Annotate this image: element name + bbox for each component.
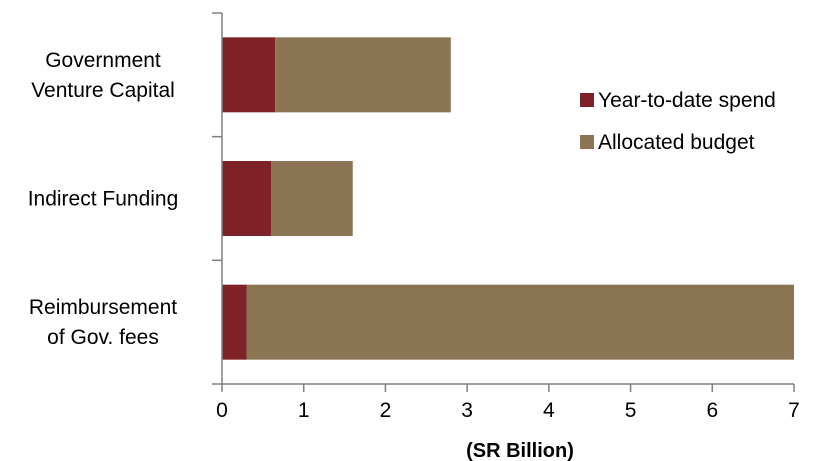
category-label: Indirect Funding [28,188,179,211]
category-label: Government [45,49,161,72]
legend: Year-to-date spend Allocated budget [580,89,776,154]
x-tick-label: 2 [380,399,392,422]
category-label: Reimbursement [29,296,177,319]
bar-allocated-budget [271,161,353,236]
x-tick-label: 3 [461,399,473,422]
category-label: of Gov. fees [47,326,159,349]
bar-allocated-budget [275,37,451,113]
axes-group [212,12,795,392]
category-labels: Government Venture Capital Indirect Fundin… [28,49,179,349]
x-tick-labels: 0 1 2 3 4 5 6 7 [216,399,800,422]
bar-ytd-spend [222,161,272,236]
x-tick-label: 6 [706,399,718,422]
x-tick-label: 4 [543,399,555,422]
legend-label: Allocated budget [598,131,755,154]
x-tick-label: 5 [625,399,637,422]
bar-ytd-spend [222,37,276,113]
legend-label: Year-to-date spend [598,89,776,112]
x-tick-label: 0 [216,399,228,422]
legend-swatch [580,93,594,107]
legend-swatch [580,135,594,149]
bars-group [222,37,794,360]
bar-ytd-spend [222,284,247,360]
x-axis-title: (SR Billion) [466,440,574,461]
x-tick-label: 1 [298,399,310,422]
category-label: Venture Capital [31,79,175,102]
x-tick-label: 7 [788,399,800,422]
bar-allocated-budget [246,284,794,360]
